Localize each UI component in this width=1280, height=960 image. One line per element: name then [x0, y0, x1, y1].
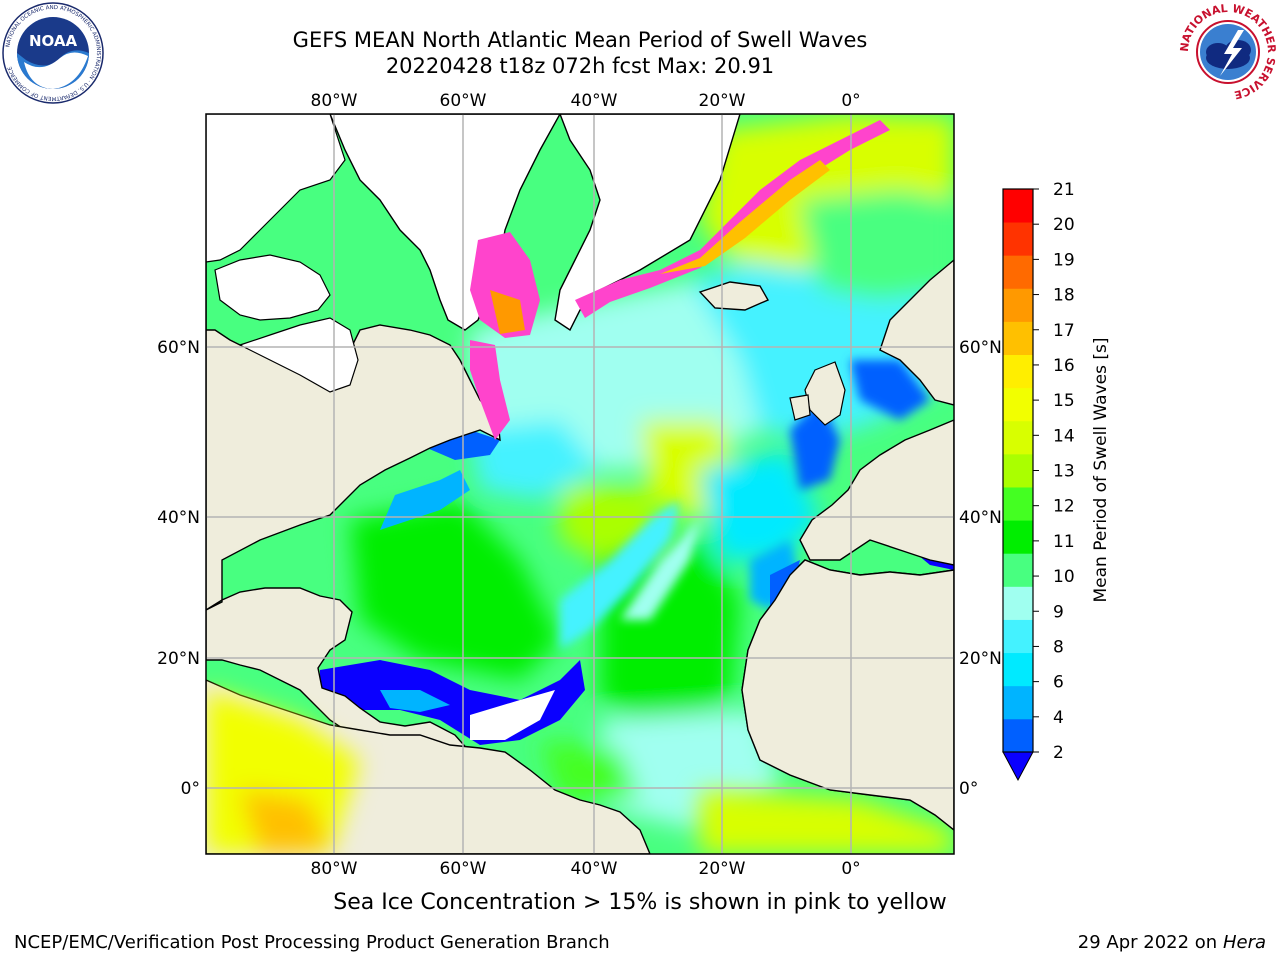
colorbar-tick-label: 6: [1053, 673, 1064, 693]
colorbar-band: [1003, 354, 1033, 389]
colorbar-band: [1003, 553, 1033, 587]
left-lat-label: 0°: [181, 779, 200, 799]
top-lon-label: 20°W: [699, 91, 746, 111]
bottom-lon-label: 60°W: [440, 859, 487, 879]
map-subtitle: 20220428 t18z 072h fcst Max: 20.91: [385, 54, 775, 78]
colorbar-tick-label: 8: [1053, 637, 1064, 657]
colorbar-band: [1003, 222, 1033, 256]
sea-ice-labrador: [470, 232, 540, 338]
bottom-lon-label: 0°: [841, 859, 860, 879]
land-iceland: [698, 281, 769, 311]
land-east-greenland: [554, 114, 741, 332]
colorbar-tick-label: 11: [1053, 532, 1075, 552]
colorbar-tick-label: 21: [1053, 180, 1075, 200]
left-lat-label: 60°N: [157, 338, 200, 358]
colorbar-tick-label: 2: [1053, 743, 1064, 763]
left-lat-label: 20°N: [157, 649, 200, 669]
run-date: 29 Apr 2022 on Hera: [1078, 932, 1266, 953]
colorbar-tick-label: 4: [1053, 708, 1064, 728]
colorbar-tick-label: 14: [1053, 426, 1075, 446]
colorbar-band: [1003, 652, 1033, 687]
colorbar-bands: [1003, 189, 1033, 753]
map-plot-area: [206, 114, 954, 854]
colorbar-band: [1003, 520, 1033, 554]
colorbar-tick-label: 16: [1053, 356, 1075, 376]
colorbar-tick-label: 9: [1053, 602, 1064, 622]
colorbar-tick-label: 20: [1053, 215, 1075, 235]
bottom-lon-label: 20°W: [699, 859, 746, 879]
hudson-bay-ice: [238, 317, 359, 393]
land-ireland: [789, 394, 811, 421]
colorbar-band: [1003, 321, 1033, 355]
colorbar-band: [1003, 189, 1033, 223]
land-europe: [799, 259, 954, 566]
top-lon-label: 0°: [841, 91, 860, 111]
left-latitude-labels: 60°N 40°N 20°N 0°: [157, 338, 200, 799]
land-arctic-islands: [206, 114, 346, 263]
colorbar-tick-label: 12: [1053, 497, 1075, 517]
run-date-text: 29 Apr 2022 on: [1077, 932, 1218, 953]
colorbar-band: [1003, 685, 1033, 720]
top-lon-label: 80°W: [311, 91, 358, 111]
colorbar-band: [1003, 619, 1033, 654]
right-lat-label: 20°N: [959, 649, 1002, 669]
colorbar-tick-label: 10: [1053, 567, 1075, 587]
colorbar-ticks: 21 20 19 18 17 16 15 14 13 12 11 10 9 8 6 4 2: [1033, 180, 1075, 763]
colorbar-label: Mean Period of Swell Waves [s]: [1091, 338, 1111, 603]
run-platform: Hera: [1222, 932, 1266, 953]
right-latitude-labels: 60°N 40°N 20°N 0°: [959, 338, 1002, 799]
right-lat-label: 0°: [959, 779, 978, 799]
colorbar-band: [1003, 420, 1033, 455]
colorbar-band: [1003, 387, 1033, 422]
colorbar-band: [1003, 718, 1033, 753]
colorbar-tick-label: 19: [1053, 250, 1075, 270]
colorbar-tick-label: 17: [1053, 321, 1075, 341]
top-longitude-labels: 80°W 60°W 40°W 20°W 0°: [311, 91, 861, 111]
colorbar-band: [1003, 487, 1033, 521]
sea-ice-note: Sea Ice Concentration > 15% is shown in …: [333, 890, 947, 915]
noaa-logo-text: NOAA: [29, 32, 78, 50]
colorbar: 21 20 19 18 17 16 15 14 13 12 11 10 9 8 6 4 2 Mean Perio…: [1002, 180, 1111, 782]
credit-text: NCEP/EMC/Verification Post Processing Pr…: [14, 932, 610, 953]
colorbar-extend-triangle: [1002, 751, 1034, 782]
right-lat-label: 60°N: [959, 338, 1002, 358]
right-lat-label: 40°N: [959, 508, 1002, 528]
colorbar-tick-label: 18: [1053, 286, 1075, 306]
graticule: [206, 114, 954, 854]
top-lon-label: 40°W: [571, 91, 618, 111]
top-lon-label: 60°W: [440, 91, 487, 111]
bottom-lon-label: 80°W: [311, 859, 358, 879]
left-lat-label: 40°N: [157, 508, 200, 528]
land-baffin: [214, 254, 331, 321]
map-frame: [205, 113, 955, 855]
colorbar-band: [1003, 255, 1033, 289]
noaa-logo: NOAA NATIONAL OCEANIC AND ATMOSPHERIC AD…: [2, 2, 104, 104]
land-greenland: [329, 114, 561, 331]
map-title: GEFS MEAN North Atlantic Mean Period of …: [292, 28, 868, 52]
nws-logo: NATIONAL WEATHER SERVICE: [1178, 2, 1278, 101]
colorbar-band: [1003, 453, 1033, 488]
colorbar-band: [1003, 586, 1033, 620]
land-great-britain: [804, 361, 846, 426]
colorbar-tick-label: 15: [1053, 391, 1075, 411]
bottom-longitude-labels: 80°W 60°W 40°W 20°W 0°: [311, 859, 861, 879]
colorbar-band: [1003, 288, 1033, 322]
colorbar-tick-label: 13: [1053, 462, 1075, 482]
bottom-lon-label: 40°W: [571, 859, 618, 879]
